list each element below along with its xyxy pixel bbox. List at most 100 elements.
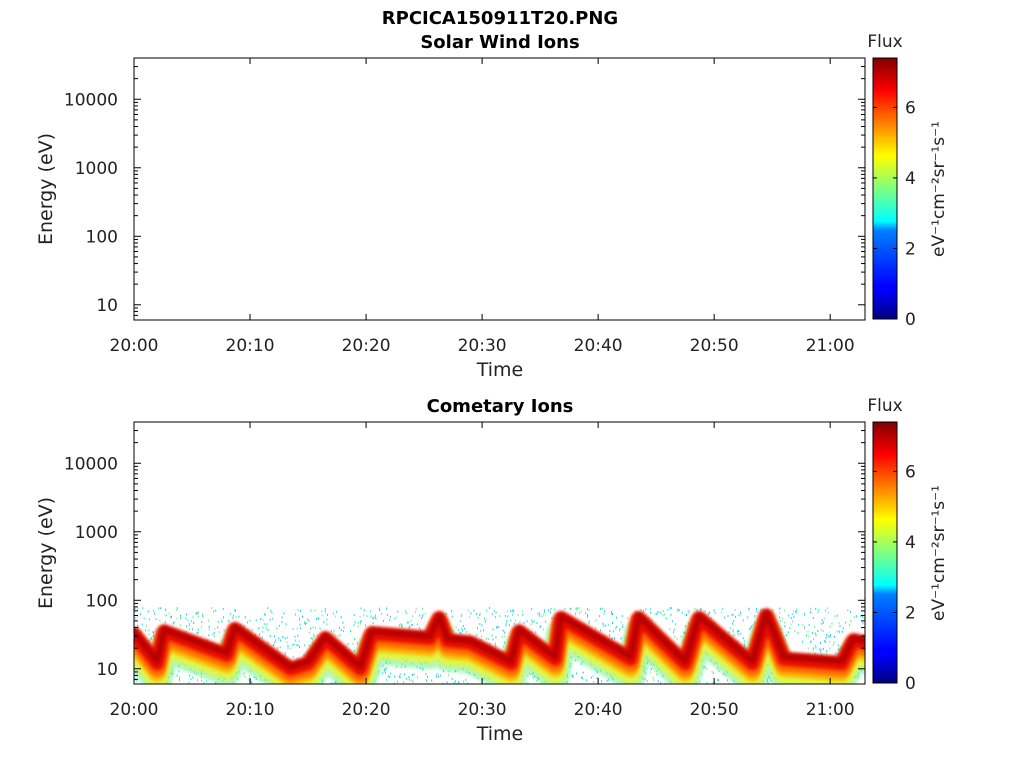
noise-speck [143, 617, 145, 620]
noise-speck [578, 607, 580, 610]
noise-speck [330, 682, 332, 684]
noise-speck [714, 611, 716, 614]
figure-title: RPCICA150911T20.PNG [382, 8, 618, 29]
noise-speck [286, 641, 288, 644]
noise-speck [793, 610, 795, 613]
noise-speck [656, 673, 658, 676]
noise-speck [212, 633, 214, 636]
noise-speck [422, 613, 424, 616]
noise-speck [217, 620, 219, 623]
noise-speck [829, 647, 831, 650]
noise-speck [847, 609, 849, 612]
noise-speck [807, 647, 809, 650]
y-tick-label-2-3: 10000 [64, 454, 118, 474]
noise-speck [395, 616, 397, 619]
noise-speck [422, 615, 423, 618]
x-tick-label-2-0: 20:00 [110, 700, 159, 720]
noise-speck [579, 612, 580, 614]
noise-speck [495, 611, 497, 614]
noise-speck [828, 635, 830, 638]
noise-speck [414, 611, 416, 614]
noise-speck [664, 682, 666, 684]
noise-speck [808, 652, 810, 655]
noise-speck [696, 609, 698, 612]
noise-speck [473, 609, 475, 612]
noise-speck [137, 624, 139, 627]
noise-speck [838, 622, 840, 625]
noise-speck [650, 612, 652, 614]
noise-speck [271, 611, 273, 614]
noise-speck [730, 627, 732, 630]
noise-speck [363, 614, 365, 617]
noise-speck [705, 667, 707, 670]
noise-speck [267, 629, 269, 632]
noise-speck [504, 614, 506, 617]
noise-speck [422, 668, 424, 671]
noise-speck [372, 616, 374, 619]
noise-speck [296, 658, 298, 661]
colorbar-tick-label-1-3: 6 [905, 98, 916, 118]
noise-speck [312, 633, 314, 636]
noise-speck [821, 619, 823, 622]
noise-speck [576, 672, 577, 675]
noise-speck [359, 615, 361, 618]
noise-speck [333, 629, 335, 632]
noise-speck [815, 608, 817, 610]
noise-speck [379, 609, 381, 612]
noise-speck [165, 608, 167, 611]
noise-speck [211, 607, 213, 609]
noise-speck [767, 680, 769, 683]
noise-speck [582, 671, 584, 674]
noise-speck [238, 615, 240, 618]
noise-speck [188, 681, 190, 684]
noise-speck [817, 611, 819, 614]
noise-speck [308, 619, 310, 622]
noise-speck [332, 612, 334, 615]
noise-speck [738, 614, 740, 617]
panel1-plot-area [133, 57, 866, 321]
noise-speck [307, 618, 309, 621]
noise-speck [826, 650, 828, 653]
noise-speck [700, 608, 702, 611]
noise-speck [244, 672, 246, 675]
noise-speck [357, 621, 359, 624]
noise-speck [223, 629, 225, 632]
noise-speck [593, 680, 594, 683]
noise-speck [734, 615, 736, 618]
noise-speck [531, 619, 533, 622]
noise-speck [297, 634, 299, 637]
noise-speck [505, 624, 507, 627]
noise-speck [425, 673, 427, 676]
noise-speck [523, 621, 525, 624]
noise-speck [827, 611, 829, 614]
noise-speck [849, 624, 851, 627]
noise-speck [826, 635, 828, 638]
noise-speck [599, 615, 601, 618]
x-tick-label-2-4: 20:40 [574, 700, 623, 720]
noise-speck [834, 615, 836, 618]
noise-speck [670, 614, 672, 617]
noise-speck [510, 610, 511, 613]
noise-speck [188, 624, 190, 627]
noise-speck [502, 645, 504, 648]
noise-speck [338, 627, 340, 629]
noise-speck [662, 614, 664, 617]
noise-speck [813, 647, 815, 650]
noise-speck [314, 609, 316, 612]
noise-speck [404, 610, 406, 613]
noise-speck [147, 610, 149, 613]
noise-speck [304, 622, 305, 625]
noise-speck [824, 617, 826, 620]
noise-speck [400, 623, 402, 626]
noise-speck [513, 609, 515, 612]
x-tick-label-2-3: 20:30 [458, 700, 507, 720]
noise-speck [747, 616, 749, 619]
noise-speck [722, 608, 724, 610]
noise-speck [287, 644, 289, 647]
noise-speck [148, 633, 150, 636]
noise-speck [312, 637, 314, 640]
noise-speck [267, 607, 269, 610]
noise-speck [382, 672, 384, 675]
noise-speck [461, 629, 463, 632]
noise-speck [345, 645, 347, 648]
